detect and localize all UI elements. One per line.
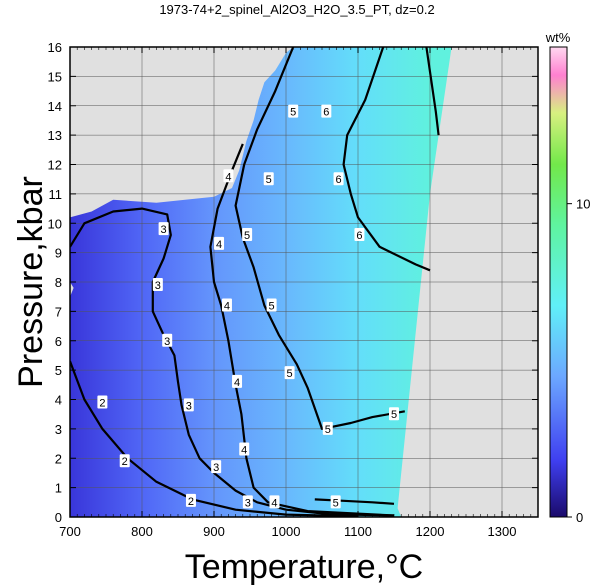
contour-label: 6: [354, 228, 365, 242]
contour-label: 5: [242, 228, 253, 242]
contour-line-5: [314, 498, 395, 505]
contour-label: 3: [242, 495, 253, 509]
contour-labels: 2 2 2 3 3 3 3 3 3 4 4 4 4 4 4 5 5 5 5 5 5 5 5 6 6 6: [97, 104, 399, 509]
contour-label: 6: [333, 172, 344, 186]
svg-text:6: 6: [323, 107, 329, 119]
colorbar-ticks: 0 10: [567, 197, 590, 525]
x-tick-label: 1100: [344, 524, 372, 539]
svg-text:5: 5: [269, 301, 275, 313]
y-tick-label: 14: [48, 99, 62, 114]
x-tick-label: 1000: [272, 524, 301, 539]
y-tick-label: 3: [55, 422, 62, 437]
y-tick-label: 5: [55, 363, 62, 378]
x-tick-label: 1300: [488, 524, 517, 539]
colorbar-unit-label: wt%: [545, 30, 571, 45]
y-tick-label: 13: [48, 128, 62, 143]
colorbar-tick-label: 10: [576, 197, 590, 212]
svg-text:3: 3: [155, 280, 161, 292]
svg-text:3: 3: [245, 497, 251, 509]
svg-text:5: 5: [266, 174, 272, 186]
contour-label: 5: [389, 407, 399, 421]
x-tick-label: 700: [59, 524, 81, 539]
y-tick-label: 0: [55, 510, 62, 525]
svg-text:5: 5: [290, 107, 296, 119]
y-tick-label: 9: [55, 246, 62, 261]
svg-text:3: 3: [164, 336, 170, 348]
y-tick-label: 12: [48, 158, 62, 173]
svg-text:5: 5: [325, 424, 331, 436]
svg-text:4: 4: [216, 239, 222, 251]
svg-text:3: 3: [186, 400, 192, 412]
y-tick-label: 7: [55, 304, 62, 319]
contour-label: 6: [321, 104, 332, 119]
contour-label: 5: [322, 421, 333, 436]
svg-text:5: 5: [287, 368, 293, 380]
contour-label: 3: [162, 333, 173, 348]
svg-text:4: 4: [225, 171, 231, 183]
contour-label: 4: [232, 374, 243, 389]
y-tick-label: 8: [55, 275, 62, 290]
contour-label: 5: [288, 104, 299, 119]
svg-text:4: 4: [234, 377, 240, 389]
chart-title: 1973-74+2_spinel_Al2O3_H2O_3.5_PT, dz=0.…: [159, 2, 434, 17]
svg-text:6: 6: [335, 174, 341, 186]
contour-label: 3: [158, 222, 169, 236]
x-axis-title: Temperature,°C: [185, 548, 423, 586]
contour-label: 4: [269, 495, 280, 509]
contour-label: 4: [221, 298, 232, 313]
svg-text:5: 5: [391, 409, 397, 421]
colorbar: [549, 46, 568, 518]
contour-label: 4: [214, 236, 225, 251]
x-tick-label: 800: [131, 524, 153, 539]
contour-line-6: [342, 47, 431, 272]
y-tick-label: 1: [55, 481, 62, 496]
contour-label: 3: [183, 398, 194, 412]
svg-text:3: 3: [161, 224, 167, 236]
colorbar-tick-label: 0: [576, 510, 583, 525]
contour-label: 2: [97, 395, 108, 409]
tick-labels: 700 800 900 1000 1100 1200 1300012345678910111…: [48, 40, 517, 539]
y-tick-label: 16: [48, 40, 62, 55]
svg-text:5: 5: [333, 497, 339, 509]
y-tick-label: 10: [48, 216, 62, 231]
svg-text:2: 2: [99, 397, 105, 409]
x-tick-label: 1200: [416, 524, 445, 539]
contour-label: 2: [185, 493, 196, 508]
grid: [70, 47, 538, 517]
contour-line-4: [209, 143, 395, 517]
svg-text:6: 6: [356, 230, 362, 242]
contour-label: 3: [152, 277, 163, 292]
y-axis-title: Pressure,kbar: [12, 176, 50, 388]
svg-text:2: 2: [122, 456, 128, 468]
y-tick-label: 11: [49, 187, 63, 202]
contour-label: 5: [284, 366, 295, 380]
contour-label: 4: [239, 442, 250, 456]
svg-text:4: 4: [224, 301, 230, 313]
y-tick-label: 15: [48, 69, 62, 84]
svg-text:4: 4: [271, 497, 277, 509]
contour-label: 2: [119, 454, 130, 468]
svg-text:2: 2: [188, 496, 194, 508]
contour-label: 3: [211, 460, 222, 474]
y-tick-label: 6: [55, 334, 62, 349]
svg-text:4: 4: [241, 444, 247, 456]
svg-text:5: 5: [244, 230, 250, 242]
contour-label: 4: [223, 169, 234, 183]
y-tick-label: 4: [55, 393, 62, 408]
x-tick-label: 900: [203, 524, 225, 539]
contour-label: 5: [263, 172, 274, 186]
contour-line-2: [70, 360, 359, 517]
contour-line-7: [425, 47, 440, 136]
svg-text:3: 3: [213, 462, 219, 474]
contour-label: 5: [266, 298, 277, 313]
contour-line-5: [234, 47, 405, 430]
axis-ticks: [69, 46, 539, 518]
y-tick-label: 2: [55, 451, 62, 466]
contour-label: 5: [330, 495, 341, 509]
